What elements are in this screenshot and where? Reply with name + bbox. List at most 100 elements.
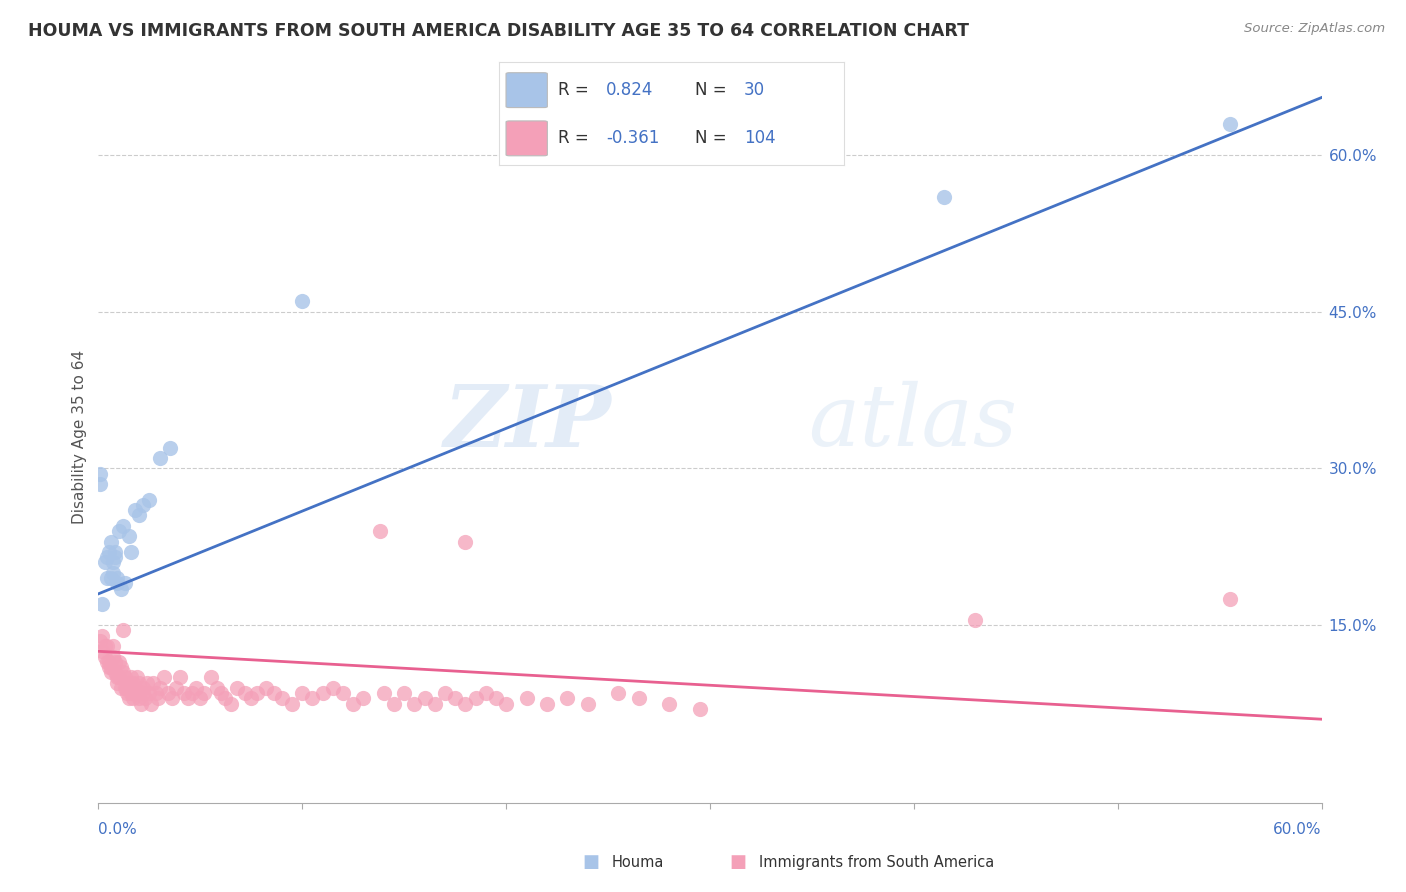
- Point: [101, 649, 124, 664]
- Point: [454, 697, 477, 711]
- Point: [101, 556, 124, 570]
- Point: [110, 582, 132, 596]
- Point: [291, 294, 314, 309]
- Text: Houma: Houma: [612, 855, 664, 870]
- Point: [312, 686, 335, 700]
- Point: [114, 670, 136, 684]
- Point: [136, 675, 159, 690]
- Point: [177, 691, 200, 706]
- Point: [114, 681, 136, 695]
- Point: [89, 633, 111, 648]
- Point: [173, 686, 195, 700]
- Point: [127, 670, 149, 684]
- Point: [454, 534, 477, 549]
- Point: [105, 571, 128, 585]
- Point: [122, 691, 145, 706]
- Point: [132, 681, 155, 695]
- Point: [627, 691, 650, 706]
- Text: 104: 104: [744, 129, 775, 147]
- Point: [240, 691, 263, 706]
- Point: [1219, 592, 1241, 607]
- Point: [485, 691, 508, 706]
- Point: [342, 697, 364, 711]
- Point: [270, 691, 294, 706]
- Point: [127, 686, 149, 700]
- Text: 0.824: 0.824: [606, 81, 654, 99]
- Point: [124, 503, 146, 517]
- Text: ■: ■: [730, 853, 747, 871]
- Point: [138, 492, 160, 507]
- Y-axis label: Disability Age 35 to 64: Disability Age 35 to 64: [72, 350, 87, 524]
- Point: [263, 686, 285, 700]
- Point: [128, 675, 150, 690]
- Point: [281, 697, 304, 711]
- Point: [101, 639, 124, 653]
- Point: [93, 556, 115, 570]
- Point: [122, 675, 145, 690]
- Point: [186, 681, 208, 695]
- Point: [100, 571, 122, 585]
- Point: [89, 477, 111, 491]
- Point: [423, 697, 446, 711]
- Point: [118, 675, 141, 690]
- FancyBboxPatch shape: [506, 73, 547, 108]
- Point: [93, 639, 115, 653]
- Point: [205, 681, 228, 695]
- Point: [104, 655, 127, 669]
- Point: [91, 644, 114, 658]
- Point: [169, 670, 191, 684]
- Point: [536, 697, 558, 711]
- Point: [1219, 117, 1241, 131]
- Point: [149, 681, 172, 695]
- Point: [404, 697, 426, 711]
- Point: [115, 681, 138, 695]
- Point: [444, 691, 467, 706]
- Point: [96, 639, 118, 653]
- Point: [101, 566, 124, 580]
- Text: -0.361: -0.361: [606, 129, 659, 147]
- Text: HOUMA VS IMMIGRANTS FROM SOUTH AMERICA DISABILITY AGE 35 TO 64 CORRELATION CHART: HOUMA VS IMMIGRANTS FROM SOUTH AMERICA D…: [28, 22, 969, 40]
- Point: [352, 691, 374, 706]
- Text: ■: ■: [582, 853, 599, 871]
- Point: [160, 691, 183, 706]
- Point: [108, 670, 131, 684]
- Point: [96, 655, 118, 669]
- Point: [96, 571, 118, 585]
- Point: [246, 686, 269, 700]
- Text: R =: R =: [558, 129, 593, 147]
- Point: [91, 629, 114, 643]
- Text: Immigrants from South America: Immigrants from South America: [759, 855, 994, 870]
- Text: N =: N =: [696, 81, 733, 99]
- Point: [152, 670, 174, 684]
- Point: [607, 686, 630, 700]
- Text: 30: 30: [744, 81, 765, 99]
- Point: [226, 681, 249, 695]
- Text: N =: N =: [696, 129, 733, 147]
- Point: [93, 649, 115, 664]
- Point: [105, 670, 128, 684]
- Point: [96, 550, 118, 565]
- Point: [200, 670, 222, 684]
- Point: [120, 686, 142, 700]
- Point: [209, 686, 232, 700]
- Point: [138, 686, 160, 700]
- Point: [188, 691, 212, 706]
- Point: [373, 686, 395, 700]
- Point: [434, 686, 457, 700]
- Point: [219, 697, 242, 711]
- Text: R =: R =: [558, 81, 593, 99]
- Point: [97, 545, 120, 559]
- Point: [934, 190, 956, 204]
- Point: [193, 686, 215, 700]
- Point: [111, 665, 134, 680]
- Point: [108, 655, 131, 669]
- Point: [128, 508, 150, 523]
- Point: [105, 675, 128, 690]
- Point: [214, 691, 236, 706]
- Point: [104, 665, 127, 680]
- Point: [474, 686, 498, 700]
- Point: [495, 697, 517, 711]
- Point: [124, 686, 146, 700]
- Point: [301, 691, 323, 706]
- Point: [124, 681, 146, 695]
